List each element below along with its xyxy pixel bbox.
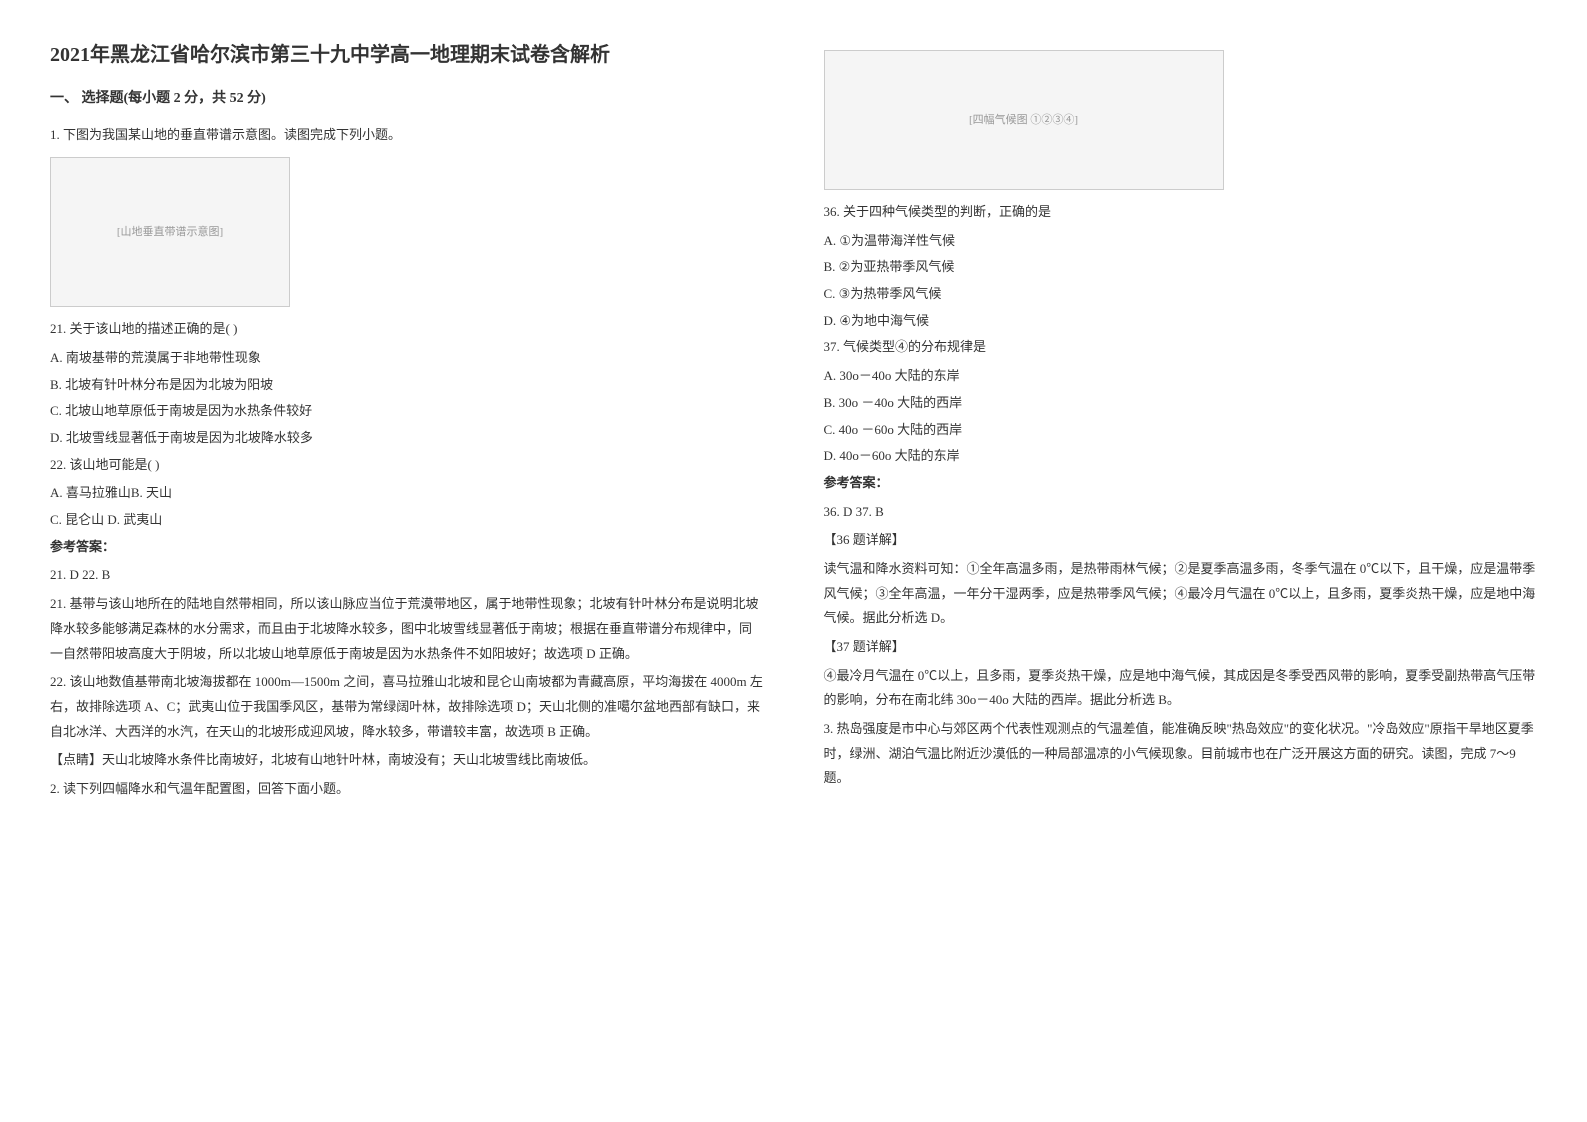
answer-label: 参考答案： [824, 471, 1538, 496]
question-stem: 36. 关于四种气候类型的判断，正确的是 [824, 200, 1538, 225]
option-cd: C. 昆仑山 D. 武夷山 [50, 508, 764, 533]
question-stem: 3. 热岛强度是市中心与郊区两个代表性观测点的气温差值，能准确反映"热岛效应"的… [824, 717, 1538, 791]
option-d: D. 北坡雪线显著低于南坡是因为北坡降水较多 [50, 426, 764, 451]
question-stem: 37. 气候类型④的分布规律是 [824, 335, 1538, 360]
right-column: [四幅气候图 ①②③④] 36. 关于四种气候类型的判断，正确的是 A. ①为温… [824, 40, 1538, 806]
option-a: A. 30o－40o 大陆的东岸 [824, 364, 1538, 389]
option-c: C. 北坡山地草原低于南坡是因为水热条件较好 [50, 399, 764, 424]
option-b: B. 北坡有针叶林分布是因为北坡为阳坡 [50, 373, 764, 398]
left-column: 2021年黑龙江省哈尔滨市第三十九中学高一地理期末试卷含解析 一、 选择题(每小… [50, 40, 764, 806]
explanation-heading: 【37 题详解】 [824, 635, 1538, 660]
option-c: C. ③为热带季风气候 [824, 282, 1538, 307]
explanation-text: 读气温和降水资料可知：①全年高温多雨，是热带雨林气候；②是夏季高温多雨，冬季气温… [824, 557, 1538, 631]
option-c: C. 40o －60o 大陆的西岸 [824, 418, 1538, 443]
option-a: A. ①为温带海洋性气候 [824, 229, 1538, 254]
answer-text: 36. D 37. B [824, 500, 1538, 525]
question-stem: 1. 下图为我国某山地的垂直带谱示意图。读图完成下列小题。 [50, 123, 764, 148]
question-stem: 22. 该山地可能是( ) [50, 453, 764, 478]
explanation-text: 22. 该山地数值基带南北坡海拔都在 1000m—1500m 之间，喜马拉雅山北… [50, 670, 764, 744]
option-d: D. 40o－60o 大陆的东岸 [824, 444, 1538, 469]
explanation-text: ④最冷月气温在 0℃以上，且多雨，夏季炎热干燥，应是地中海气候，其成因是冬季受西… [824, 664, 1538, 713]
explanation-text: 21. 基带与该山地所在的陆地自然带相同，所以该山脉应当位于荒漠带地区，属于地带… [50, 592, 764, 666]
answer-label: 参考答案： [50, 535, 764, 560]
option-b: B. 30o －40o 大陆的西岸 [824, 391, 1538, 416]
answer-text: 21. D 22. B [50, 563, 764, 588]
tip-text: 【点睛】天山北坡降水条件比南坡好，北坡有山地针叶林，南坡没有；天山北坡雪线比南坡… [50, 748, 764, 773]
climate-chart-image: [四幅气候图 ①②③④] [824, 50, 1224, 190]
option-d: D. ④为地中海气候 [824, 309, 1538, 334]
question-stem: 21. 关于该山地的描述正确的是( ) [50, 317, 764, 342]
explanation-heading: 【36 题详解】 [824, 528, 1538, 553]
section-heading: 一、 选择题(每小题 2 分，共 52 分) [50, 86, 764, 113]
mountain-diagram-image: [山地垂直带谱示意图] [50, 157, 290, 307]
document-title: 2021年黑龙江省哈尔滨市第三十九中学高一地理期末试卷含解析 [50, 40, 764, 70]
option-ab: A. 喜马拉雅山B. 天山 [50, 481, 764, 506]
option-b: B. ②为亚热带季风气候 [824, 255, 1538, 280]
option-a: A. 南坡基带的荒漠属于非地带性现象 [50, 346, 764, 371]
question-stem: 2. 读下列四幅降水和气温年配置图，回答下面小题。 [50, 777, 764, 802]
